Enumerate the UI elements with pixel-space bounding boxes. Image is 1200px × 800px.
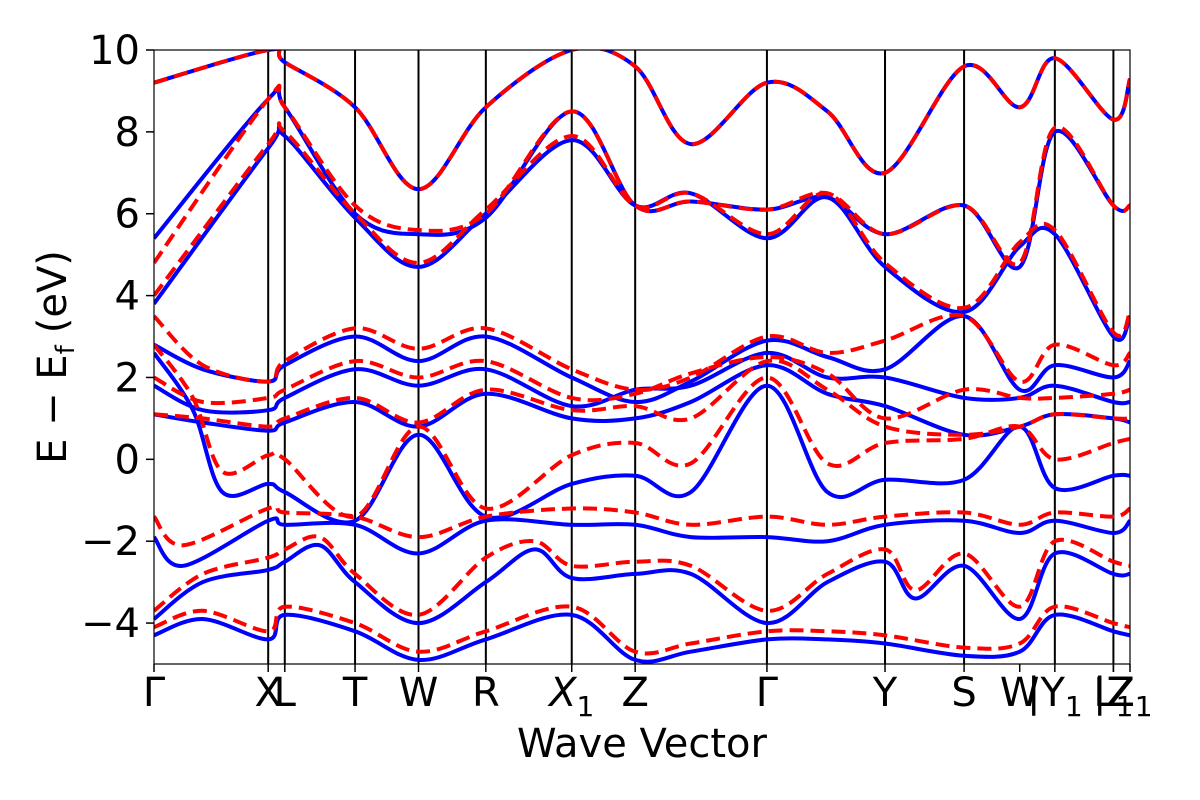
x-tick-label: Z (621, 670, 648, 716)
y-axis-title-unit: (eV) (30, 250, 76, 333)
red-dashed-band-5 (154, 504, 1130, 548)
high-symmetry-lines (267, 50, 1115, 664)
x-tick-label: X (254, 670, 281, 716)
y-tick-label: −4 (81, 601, 140, 647)
x-tick-label: Γ (143, 670, 166, 716)
x-tick-label: L (274, 670, 297, 716)
red-dashed-band-1 (154, 312, 1130, 392)
blue-band-6 (154, 542, 1130, 626)
x-tick-label: L1 (1093, 670, 1133, 723)
y-tick-label: 0 (115, 437, 140, 483)
y-tick-label: 4 (115, 274, 140, 320)
blue-band-5 (154, 516, 1130, 568)
x-tick-label: Γ (756, 670, 779, 716)
y-tick-label: −2 (81, 519, 140, 565)
red-dashed-band-10 (154, 50, 1130, 192)
red-dashed-band-9 (154, 83, 1130, 267)
x-tick-label: S (951, 670, 976, 716)
x-tick-label: |Y1 (1027, 670, 1083, 723)
red-dashed-band-8 (154, 121, 1130, 338)
y-tick-label: 6 (115, 192, 140, 238)
x-tick-label: X1 (547, 670, 594, 723)
y-axis-ticks: −4 −2 0 2 4 6 8 10 (81, 28, 154, 647)
y-axis-title-main: E − E (30, 354, 76, 464)
plot-frame (153, 49, 1131, 665)
bands (154, 50, 1130, 664)
x-tick-label: R (472, 670, 500, 716)
blue-band-1 (154, 314, 1130, 405)
red-dashed-band-7 (154, 604, 1130, 656)
y-axis-title-sub: f (51, 344, 81, 354)
x-tick-label: W (399, 670, 439, 716)
blue-band-7 (154, 612, 1130, 664)
x-tick-label: Z1 (1107, 670, 1152, 723)
x-tick-label: T (342, 670, 368, 716)
x-axis-ticks: Γ XL T W R X1 Z Γ Y S W|Y1 L1|ZZ1 (143, 664, 1153, 723)
x-tick-label: W (1000, 670, 1040, 716)
blue-band-8 (154, 125, 1130, 342)
y-tick-label: 2 (115, 355, 140, 401)
x-tick-label: |Z (1093, 670, 1134, 716)
x-tick-label: Y (872, 670, 898, 716)
red-dashed-band-6 (154, 534, 1130, 617)
red-dashed-band-2 (154, 355, 1130, 421)
blue-band-4 (154, 351, 1130, 525)
y-axis-title: E − Ef (eV) (30, 250, 81, 464)
y-tick-label: 10 (89, 28, 140, 74)
x-axis-title: Wave Vector (517, 721, 768, 767)
red-dashed-band-4 (154, 343, 1130, 519)
y-tick-label: 8 (115, 110, 140, 156)
